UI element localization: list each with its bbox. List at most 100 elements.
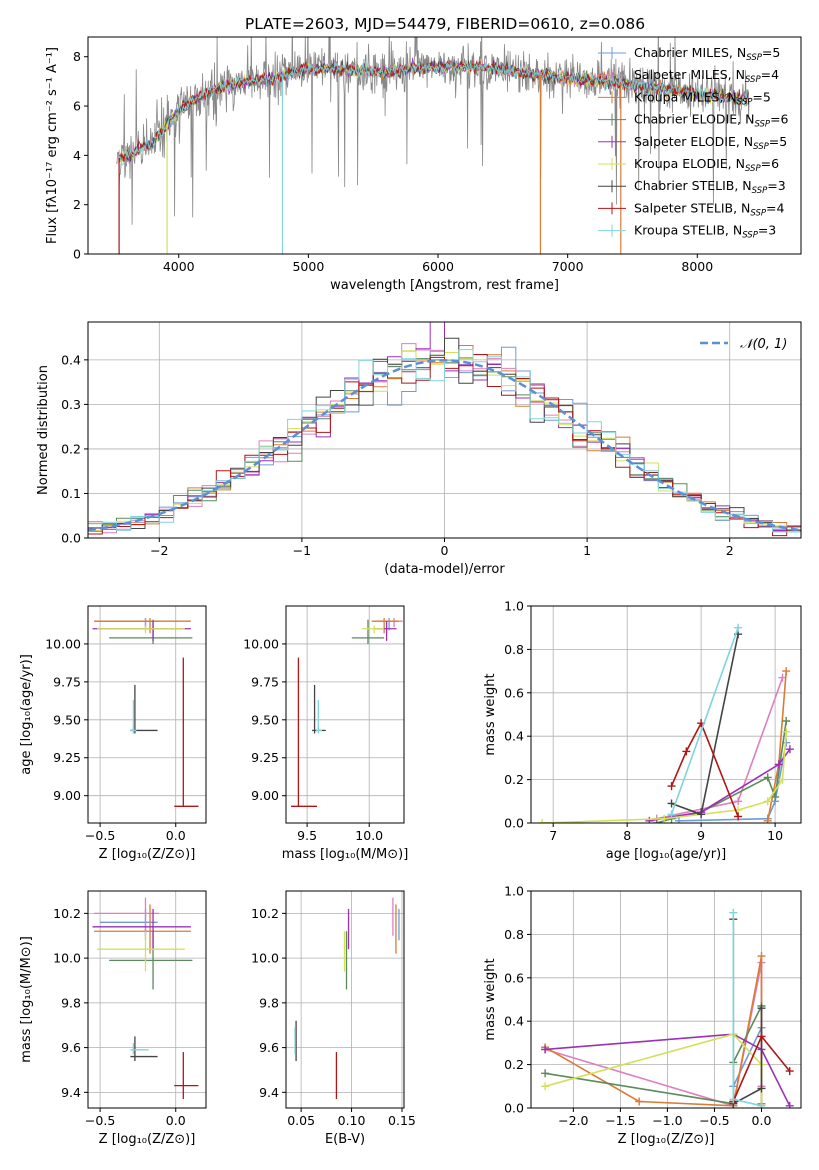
x-tick-label: 6000 [422, 259, 454, 274]
mass-weight-line [656, 677, 784, 820]
x-tick-label: 2 [726, 543, 734, 558]
mass_vs_Z-panel: −0.5 0.0 9.4 9.6 9.8 10.0 10.2 Z [log₁₀(Z/Z⊙)] m… [19, 890, 207, 1147]
mass-weight-line [656, 720, 787, 823]
y-tick-label: 10.00 [243, 636, 279, 651]
mass-weight-marker [682, 747, 691, 756]
x-tick-label: −0.5 [699, 1113, 729, 1128]
x-tick-label: 0.0 [166, 828, 186, 843]
mass-weight-marker [734, 623, 743, 632]
y-axis-label: Normed distribution [36, 365, 51, 495]
x-tick-label: 0.05 [287, 1113, 315, 1128]
x-tick-label: 7000 [552, 259, 584, 274]
x-tick-label: −1.5 [605, 1113, 635, 1128]
y-axis-label: Flux [fλ10⁻¹⁷ erg cm⁻² s⁻¹ A⁻¹] [45, 47, 60, 244]
legend-entry-label: Kroupa MILES, NSSP=5 [634, 89, 771, 107]
x-tick-label: 8000 [681, 259, 713, 274]
x-tick-label: 0.15 [388, 1113, 416, 1128]
y-tick-label: 1.0 [504, 884, 524, 899]
y-tick-label: 0.4 [504, 1014, 524, 1029]
mass-weight-marker [667, 810, 676, 819]
x-tick-label: −0.5 [85, 828, 115, 843]
mass-weight-marker [667, 782, 676, 791]
legend-entry-label: 𝒩(0, 1) [740, 337, 787, 352]
legend-entry-label: Chabrier STELIB, NSSP=3 [634, 178, 786, 196]
weights_vs_age-plot-area [538, 623, 794, 823]
mass-weight-marker [541, 1069, 550, 1078]
y-tick-label: 0.2 [61, 441, 81, 456]
x-tick-label: 10.0 [355, 828, 383, 843]
model-spectrum-line [118, 61, 749, 166]
y-tick-label: 9.6 [259, 1040, 279, 1055]
y-tick-label: 8 [73, 49, 81, 64]
x-tick-label: 0 [441, 543, 449, 558]
mass-weight-line [542, 731, 787, 823]
mass-weight-marker [734, 812, 743, 821]
y-tick-label: 0.0 [504, 1101, 524, 1116]
y-tick-label: 0.2 [504, 772, 524, 787]
normal-distribution-curve [88, 359, 799, 532]
mass-weight-marker [729, 1095, 738, 1104]
x-tick-label: 9 [697, 828, 705, 843]
y-tick-label: 4 [73, 148, 81, 163]
x-axis-label: wavelength [Angstrom, rest frame] [330, 278, 559, 293]
x-tick-label: −0.5 [85, 1113, 115, 1128]
mass-weight-marker [763, 773, 772, 782]
mass-weight-marker [729, 908, 738, 917]
y-tick-label: 0.6 [504, 970, 524, 985]
axes-frame [285, 890, 405, 1109]
mass-weight-marker [771, 792, 780, 801]
mass-weight-marker [674, 816, 683, 823]
figure-title: PLATE=2603, MJD=54479, FIBERID=0610, z=0… [245, 15, 645, 33]
x-tick-label: 1 [583, 543, 591, 558]
legend-entry-label: Salpeter STELIB, NSSP=4 [634, 200, 784, 218]
y-tick-label: 9.75 [251, 674, 279, 689]
age_vs_Z-panel: −0.5 0.0 9.00 9.25 9.50 9.75 10.00 Z [log₁₀(Z/Z… [19, 605, 207, 862]
mass-weight-marker [763, 797, 772, 806]
mass-weight-line [544, 1005, 763, 1105]
age_vs_Z-plot-area [92, 618, 199, 807]
mass-weight-marker [660, 814, 669, 823]
axes-frame [285, 605, 405, 824]
mass-weight-marker [757, 1084, 766, 1093]
mass-weight-marker [778, 775, 787, 784]
y-tick-label: 0.8 [504, 927, 524, 942]
x-tick-label: −2 [150, 543, 168, 558]
y-tick-label: 9.50 [251, 712, 279, 727]
mass-weight-marker [667, 799, 676, 808]
mass-weight-marker [645, 816, 654, 823]
weights_vs_Z-panel: −2.0 −1.5 −1.0 −0.5 0.0 0.0 0.2 0.4 0.6 0.8 1.0 Z [… [483, 884, 802, 1147]
mass-weight-marker [757, 1032, 766, 1041]
y-tick-label: 0.0 [61, 531, 81, 546]
y-tick-label: 0.3 [61, 397, 81, 412]
mass-weight-line [545, 1033, 791, 1107]
axes-frame [87, 36, 802, 255]
x-axis-label: age [log₁₀(age/yr)] [606, 847, 727, 862]
mass-weight-marker [697, 810, 706, 819]
y-tick-label: 1.0 [504, 599, 524, 614]
axes-frame [530, 605, 802, 824]
y-tick-label: 0.0 [504, 816, 524, 831]
y-tick-label: 10.2 [251, 906, 279, 921]
mass-weight-marker [757, 952, 766, 961]
mass-weight-marker [538, 819, 547, 823]
mass_vs_Z-plot-area [92, 897, 199, 1100]
x-axis-label: Z [log₁₀(Z/Z⊙)] [618, 1132, 715, 1147]
mass-weight-line [670, 721, 739, 817]
mass_vs_ebv-panel: 0.05 0.10 0.15 9.4 9.6 9.8 10.0 10.2 E(B-V) [251, 890, 416, 1147]
mass-weight-marker [757, 1004, 766, 1013]
y-tick-label: 9.50 [53, 712, 81, 727]
mass-weight-line [544, 955, 763, 1107]
mass-weight-line [678, 742, 787, 822]
mass-weight-marker [757, 1101, 766, 1108]
y-tick-label: 9.25 [251, 750, 279, 765]
residuals-plot-area [88, 322, 801, 537]
legend-entry-label: Kroupa STELIB, NSSP=3 [634, 223, 776, 241]
x-tick-label: 8 [623, 828, 631, 843]
x-tick-label: 0.10 [338, 1113, 366, 1128]
mass-weight-marker [785, 745, 794, 754]
residual-histogram [88, 337, 801, 533]
x-tick-label: 10 [767, 828, 783, 843]
mass_vs_ebv-plot-area [294, 897, 400, 1100]
x-axis-label: Z [log₁₀(Z/Z⊙)] [99, 847, 196, 862]
weights_vs_age-panel: 7 8 9 10 0.0 0.2 0.4 0.6 0.8 1.0 age [log₁₀(age/yr… [483, 599, 802, 862]
